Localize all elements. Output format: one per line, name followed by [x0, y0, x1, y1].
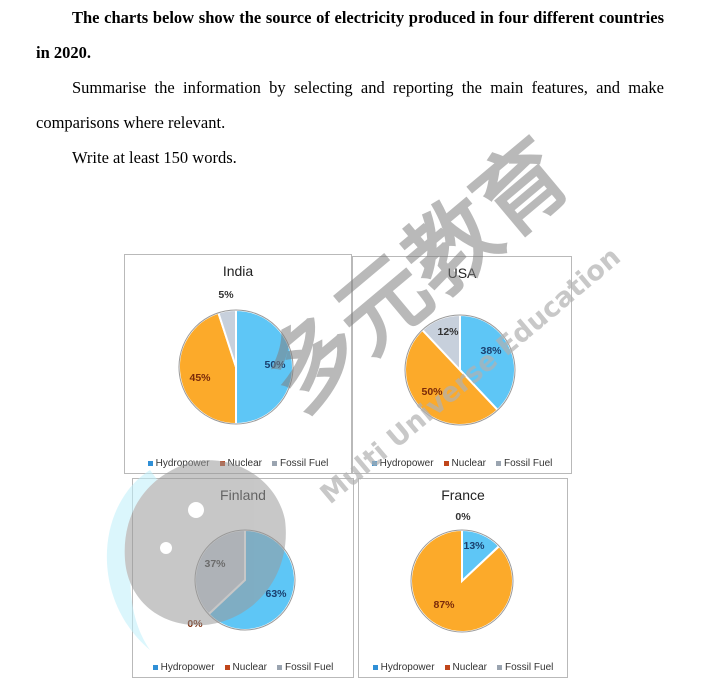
- legend-swatch-fossil-fuel: [272, 461, 278, 466]
- data-label-hydropower: 63%: [265, 588, 287, 600]
- data-label-nuclear: 45%: [189, 372, 211, 384]
- pie-chart-france: 13% 87% 0%: [410, 511, 514, 633]
- legend-label-nuclear: Nuclear: [227, 458, 263, 469]
- chart-legend: Hydropower Nuclear Fossil Fuel: [125, 458, 351, 469]
- data-label-fossil-fuel: 0%: [455, 511, 471, 523]
- legend-item-nuclear: Nuclear: [224, 662, 268, 673]
- task-prompt: The charts below show the source of elec…: [36, 0, 664, 175]
- data-label-hydropower: 50%: [264, 359, 286, 371]
- legend-swatch-fossil-fuel: [497, 665, 503, 670]
- legend-label-fossil-fuel: Fossil Fuel: [505, 662, 554, 673]
- data-label-hydropower: 13%: [463, 540, 485, 552]
- legend-swatch-hydropower: [372, 665, 378, 670]
- legend-swatch-nuclear: [219, 461, 225, 466]
- chart-panel-usa: USA 38% 50% 12% Hydropower Nuclear Fossil …: [352, 256, 572, 474]
- legend-item-nuclear: Nuclear: [444, 662, 488, 673]
- legend-label-nuclear: Nuclear: [451, 458, 487, 469]
- legend-label-fossil-fuel: Fossil Fuel: [504, 458, 553, 469]
- legend-item-fossil-fuel: Fossil Fuel: [272, 458, 328, 469]
- legend-swatch-hydropower: [147, 461, 153, 466]
- legend-item-hydropower: Hydropower: [371, 458, 434, 469]
- data-label-hydropower: 38%: [480, 345, 502, 357]
- legend-swatch-nuclear: [224, 665, 230, 670]
- legend-label-hydropower: Hydropower: [155, 458, 210, 469]
- data-label-nuclear: 50%: [421, 386, 443, 398]
- legend-label-nuclear: Nuclear: [452, 662, 488, 673]
- legend-item-fossil-fuel: Fossil Fuel: [496, 458, 552, 469]
- legend-label-hydropower: Hydropower: [380, 662, 435, 673]
- legend-swatch-hydropower: [371, 461, 377, 466]
- legend-item-fossil-fuel: Fossil Fuel: [277, 662, 333, 673]
- chart-legend: Hydropower Nuclear Fossil Fuel: [353, 458, 571, 469]
- task-word-count: Write at least 150 words.: [72, 148, 237, 167]
- pie-outline: [178, 309, 294, 425]
- legend-label-fossil-fuel: Fossil Fuel: [285, 662, 334, 673]
- data-label-fossil-fuel: 5%: [218, 289, 234, 301]
- legend-label-fossil-fuel: Fossil Fuel: [280, 458, 329, 469]
- chart-panel-france: France 13% 87% 0% Hydropower Nuclear Fossi…: [358, 478, 568, 678]
- legend-item-hydropower: Hydropower: [147, 458, 210, 469]
- pie-chart-india: 50% 45% 5%: [178, 289, 294, 426]
- pie-outline: [410, 529, 514, 633]
- legend-swatch-hydropower: [152, 665, 158, 670]
- chart-panel-finland: Finland 63% 0% 37% Hydropower Nuclear Foss…: [132, 478, 354, 678]
- pie-chart-usa: 38% 50% 12%: [404, 313, 516, 426]
- legend-swatch-fossil-fuel: [496, 461, 502, 466]
- legend-label-hydropower: Hydropower: [160, 662, 215, 673]
- legend-swatch-nuclear: [443, 461, 449, 466]
- chart-title: India: [222, 263, 254, 279]
- chart-panel-india: India 50% 45% 5% Hydropower Nuclear Fossil…: [124, 254, 352, 474]
- legend-swatch-fossil-fuel: [277, 665, 283, 670]
- data-label-nuclear: 0%: [187, 618, 203, 630]
- legend-label-hydropower: Hydropower: [379, 458, 434, 469]
- chart-legend: Hydropower Nuclear Fossil Fuel: [359, 662, 567, 673]
- pie-outline: [404, 314, 516, 426]
- legend-item-nuclear: Nuclear: [443, 458, 487, 469]
- data-label-fossil-fuel: 12%: [437, 326, 459, 338]
- legend-swatch-nuclear: [444, 665, 450, 670]
- data-label-fossil-fuel: 37%: [204, 558, 226, 570]
- legend-item-hydropower: Hydropower: [152, 662, 215, 673]
- legend-item-hydropower: Hydropower: [372, 662, 435, 673]
- legend-item-nuclear: Nuclear: [219, 458, 263, 469]
- legend-label-nuclear: Nuclear: [232, 662, 268, 673]
- data-label-nuclear: 87%: [433, 599, 455, 611]
- chart-title: USA: [447, 265, 477, 281]
- chart-title: France: [441, 487, 485, 503]
- task-instruction: Summarise the information by selecting a…: [36, 78, 664, 132]
- legend-item-fossil-fuel: Fossil Fuel: [497, 662, 553, 673]
- pie-chart-finland: 63% 0% 37%: [187, 528, 296, 631]
- chart-legend: Hydropower Nuclear Fossil Fuel: [133, 662, 353, 673]
- task-heading: The charts below show the source of elec…: [36, 8, 664, 62]
